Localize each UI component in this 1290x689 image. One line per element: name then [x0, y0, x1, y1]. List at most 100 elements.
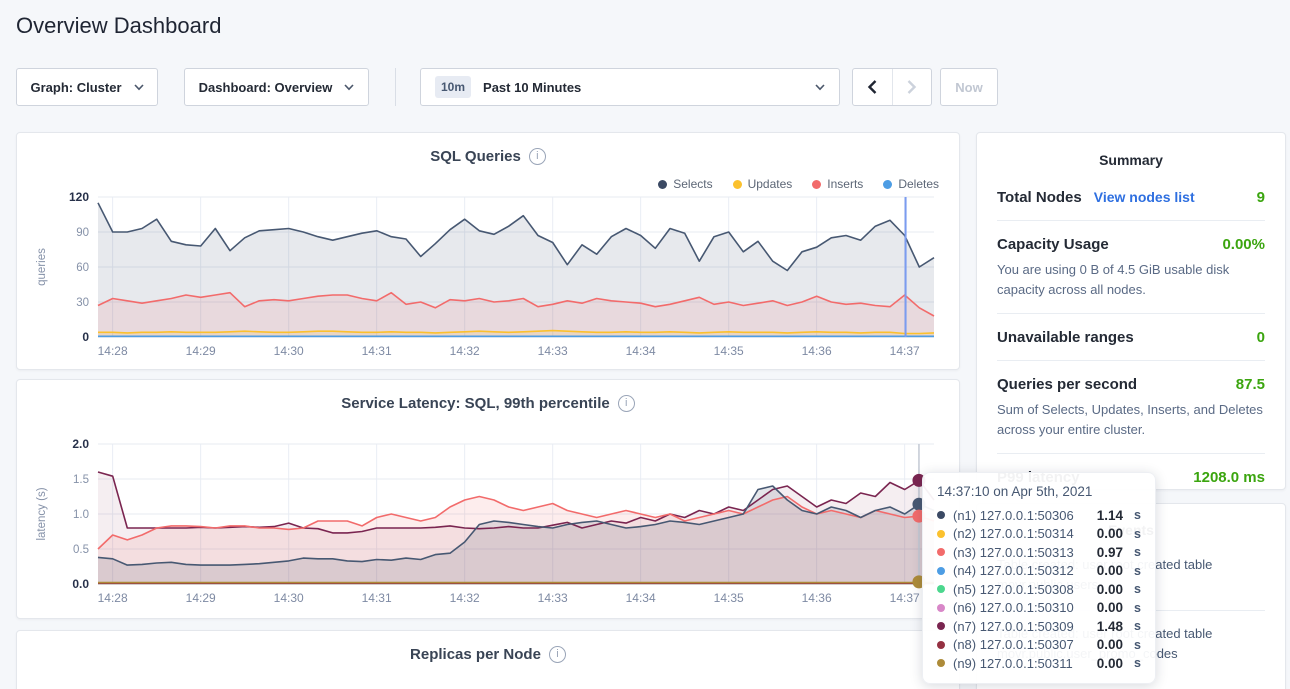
- summary-value: 87.5: [1236, 376, 1265, 393]
- tooltip-value: 0.00: [1097, 526, 1123, 541]
- summary-row-queries-per-second: Queries per second 87.5 Sum of Selects, …: [997, 361, 1265, 454]
- y-axis-tick-label: 90: [76, 227, 89, 239]
- summary-value: 0: [1257, 329, 1265, 346]
- x-axis-tick-label: 14:31: [362, 344, 392, 358]
- info-icon[interactable]: i: [529, 148, 546, 165]
- tooltip-node-label: (n8) 127.0.0.1:50307: [953, 637, 1089, 652]
- tooltip-value: 1.48: [1097, 619, 1123, 634]
- summary-subtext: You are using 0 B of 4.5 GiB usable disk…: [997, 260, 1265, 299]
- chart-title-row: SQL Queries i: [17, 148, 959, 165]
- info-icon[interactable]: i: [549, 646, 566, 663]
- x-axis-tick-label: 14:32: [450, 591, 480, 605]
- summary-row-capacity-usage: Capacity Usage 0.00% You are using 0 B o…: [997, 221, 1265, 314]
- legend-label: Updates: [748, 177, 793, 191]
- summary-label: Capacity Usage: [997, 236, 1109, 253]
- tooltip-row: (n2) 127.0.0.1:50314 0.00 s: [937, 525, 1141, 544]
- x-axis-tick-label: 14:37: [890, 591, 920, 605]
- tooltip-row: (n3) 127.0.0.1:503130.97s: [937, 543, 1141, 562]
- series-dot: [937, 604, 945, 612]
- summary-title: Summary: [977, 152, 1285, 168]
- tooltip-unit: s: [1134, 619, 1141, 633]
- time-back-button[interactable]: [853, 69, 893, 105]
- y-axis-tick-label: 0.5: [73, 544, 89, 556]
- legend-item-inserts[interactable]: Inserts: [812, 177, 863, 191]
- x-axis-tick-label: 14:35: [714, 591, 744, 605]
- y-axis-tick-label: 2.0: [72, 438, 89, 451]
- legend-item-updates[interactable]: Updates: [733, 177, 793, 191]
- series-dot: [937, 567, 945, 575]
- legend-label: Inserts: [827, 177, 863, 191]
- tooltip-value: 0.00: [1097, 582, 1123, 597]
- tooltip-row: (n9) 127.0.0.1:503110.00s: [937, 654, 1141, 673]
- y-axis-tick-label: 0: [82, 330, 89, 344]
- series-dot: [937, 511, 945, 519]
- legend-item-selects[interactable]: Selects: [658, 177, 712, 191]
- chart-hover-tooltip: 14:37:10 on Apr 5th, 2021 (n1) 127.0.0.1…: [922, 472, 1156, 684]
- tooltip-rows: (n1) 127.0.0.1:503061.14s(n2) 127.0.0.1:…: [937, 506, 1141, 673]
- series-dot: [937, 585, 945, 593]
- x-axis-tick-label: 14:34: [626, 591, 656, 605]
- time-forward-button[interactable]: [893, 69, 932, 105]
- sql-queries-title: SQL Queries: [430, 148, 521, 165]
- y-axis-tick-label: 60: [76, 262, 89, 274]
- time-range-label: Past 10 Minutes: [483, 80, 581, 95]
- legend-item-deletes[interactable]: Deletes: [883, 177, 939, 191]
- y-axis-label: latency (s): [36, 487, 48, 540]
- chevron-down-icon: [134, 84, 144, 91]
- legend-dot: [812, 180, 821, 189]
- graph-dropdown-label: Graph: Cluster: [30, 80, 121, 95]
- time-range-dropdown[interactable]: 10m Past 10 Minutes: [420, 68, 840, 106]
- tooltip-row: (n5) 127.0.0.1:503080.00s: [937, 580, 1141, 599]
- tooltip-row: (n6) 127.0.0.1:503100.00s: [937, 599, 1141, 618]
- graph-dropdown[interactable]: Graph: Cluster: [16, 68, 158, 106]
- page-title: Overview Dashboard: [16, 13, 221, 39]
- dashboard-dropdown-label: Dashboard: Overview: [199, 80, 333, 95]
- summary-row-total-nodes: Total Nodes View nodes list 9: [997, 174, 1265, 221]
- replicas-per-node-card: Replicas per Node i: [16, 630, 960, 689]
- y-axis-tick-label: 120: [69, 191, 89, 204]
- legend-label: Deletes: [898, 177, 939, 191]
- tooltip-unit: s: [1134, 564, 1141, 578]
- tooltip-node-label: (n3) 127.0.0.1:50313: [953, 545, 1089, 560]
- y-axis-tick-label: 1.5: [73, 474, 89, 486]
- summary-subtext: Sum of Selects, Updates, Inserts, and De…: [997, 400, 1265, 439]
- service-latency-card: Service Latency: SQL, 99th percentile i …: [16, 379, 960, 619]
- tooltip-node-label: (n4) 127.0.0.1:50312: [953, 563, 1089, 578]
- series-dot: [937, 548, 945, 556]
- summary-value: 9: [1257, 189, 1265, 206]
- y-axis-tick-label: 30: [76, 297, 89, 309]
- x-axis-tick-label: 14:33: [538, 344, 568, 358]
- summary-value: 0.00%: [1222, 236, 1265, 253]
- series-dot: [937, 659, 945, 667]
- series-dot: [937, 622, 945, 630]
- tooltip-row: (n8) 127.0.0.1:50307 0.00 s: [937, 636, 1141, 655]
- legend-label: Selects: [673, 177, 712, 191]
- sql-queries-chart[interactable]: 030609012014:2814:2914:3014:3114:3214:33…: [32, 191, 944, 363]
- tooltip-value: 1.14: [1097, 508, 1123, 523]
- y-axis-tick-label: 1.0: [73, 509, 89, 521]
- summary-row-unavailable-ranges: Unavailable ranges 0: [997, 314, 1265, 361]
- tooltip-node-label: (n2) 127.0.0.1:50314: [953, 526, 1089, 541]
- service-latency-chart[interactable]: 0.00.51.01.52.014:2814:2914:3014:3114:32…: [32, 438, 944, 610]
- now-button[interactable]: Now: [940, 68, 998, 106]
- tooltip-node-label: (n5) 127.0.0.1:50308: [953, 582, 1089, 597]
- x-axis-tick-label: 14:33: [538, 591, 568, 605]
- tooltip-unit: s: [1134, 638, 1141, 652]
- tooltip-node-label: (n9) 127.0.0.1:50311: [953, 656, 1089, 671]
- summary-label: Unavailable ranges: [997, 329, 1134, 346]
- chevron-down-icon: [815, 84, 825, 91]
- x-axis-tick-label: 14:30: [274, 591, 304, 605]
- view-nodes-list-link[interactable]: View nodes list: [1094, 189, 1195, 205]
- tooltip-value: 0.00: [1097, 637, 1123, 652]
- tooltip-row: (n7) 127.0.0.1:503091.48s: [937, 617, 1141, 636]
- tooltip-unit: s: [1134, 527, 1141, 541]
- tooltip-unit: s: [1134, 601, 1141, 615]
- summary-value: 1208.0 ms: [1193, 469, 1265, 486]
- dashboard-dropdown[interactable]: Dashboard: Overview: [184, 68, 369, 106]
- chevron-right-icon: [906, 79, 917, 95]
- x-axis-tick-label: 14:36: [802, 591, 832, 605]
- x-axis-tick-label: 14:36: [802, 344, 832, 358]
- info-icon[interactable]: i: [618, 395, 635, 412]
- service-latency-title: Service Latency: SQL, 99th percentile: [341, 395, 609, 412]
- x-axis-tick-label: 14:35: [714, 344, 744, 358]
